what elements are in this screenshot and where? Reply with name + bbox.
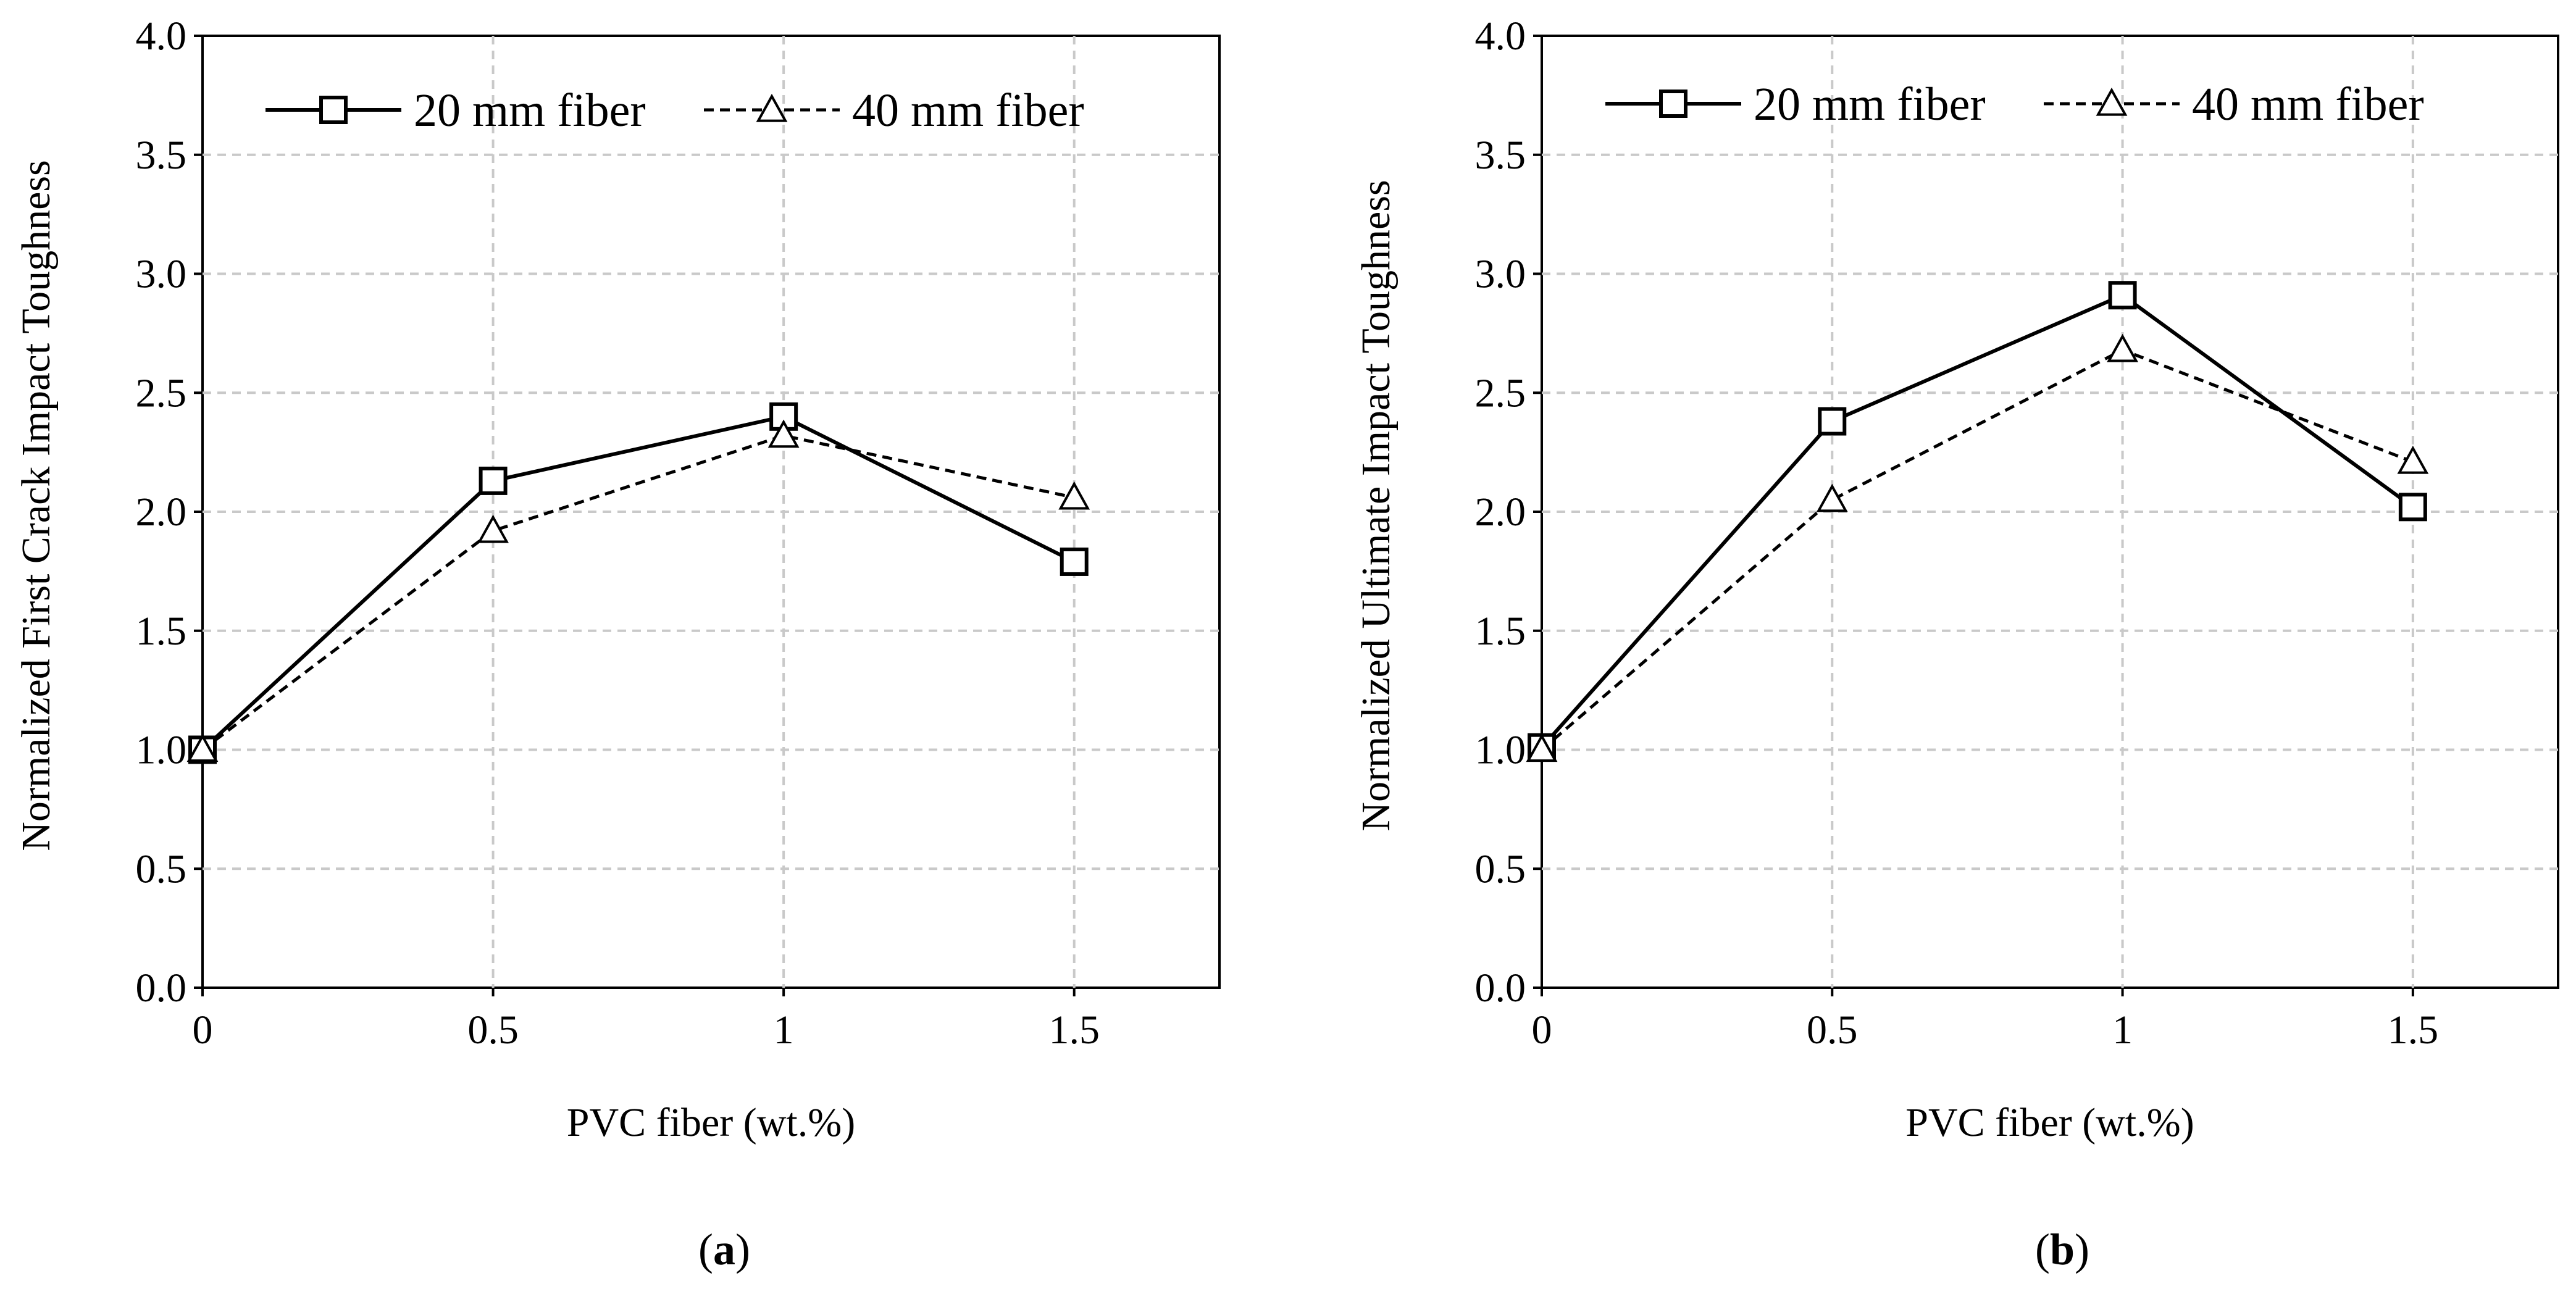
x-tick-label: 1.5 — [1048, 1007, 1100, 1053]
y-tick-label: 3.5 — [136, 133, 187, 178]
legend-marker — [319, 96, 348, 124]
series-line-20mm — [1540, 293, 2414, 749]
x-axis-title: PVC fiber (wt.%) — [567, 1100, 855, 1145]
legend-label: 20 mm fiber — [414, 85, 646, 136]
y-tick-label: 0.0 — [136, 966, 187, 1011]
x-tick-label: 1 — [774, 1007, 794, 1053]
y-tick-label: 3.0 — [1475, 252, 1526, 297]
y-axis-title: Normalized First Crack Impact Toughness — [14, 160, 59, 851]
x-tick-label: 1.5 — [2388, 1007, 2439, 1053]
y-tick-label: 1.0 — [136, 728, 187, 773]
series-line-20mm — [201, 414, 1076, 751]
x-tick-label: 0 — [193, 1007, 213, 1053]
legend-marker — [2096, 87, 2128, 116]
x-axis-title: PVC fiber (wt.%) — [1905, 1100, 2194, 1145]
series-line-40mm — [1541, 348, 2414, 751]
legend-label: 20 mm fiber — [1754, 78, 1986, 130]
chart-a: 0.0 0.5 1.0 1.5 2.0 2.5 3.0 3.5 4.0 0 0.5 1 1.5 PVC f… — [14, 14, 1221, 1274]
legend-label: 40 mm fiber — [2192, 78, 2424, 130]
data-point-40mm — [477, 514, 509, 543]
data-point-20mm — [2108, 281, 2137, 310]
y-tick-label: 0.5 — [136, 846, 187, 891]
y-tick-label: 3.0 — [136, 252, 187, 297]
y-tick-label: 3.5 — [1475, 133, 1526, 178]
y-tick-label: 1.0 — [1475, 728, 1526, 773]
y-tick-label: 2.0 — [1475, 490, 1526, 535]
legend-marker — [1659, 90, 1687, 118]
y-tick-label: 2.5 — [1475, 370, 1526, 415]
data-point-40mm — [1058, 481, 1090, 510]
caption-open: ( — [698, 1225, 713, 1274]
y-tick-label: 1.5 — [1475, 609, 1526, 654]
legend: 20 mm fiber 40 mm fiber — [266, 85, 1084, 136]
y-tick-label: 0.5 — [1475, 846, 1526, 891]
legend: 20 mm fiber 40 mm fiber — [1605, 78, 2424, 130]
chart-b: 0.0 0.5 1.0 1.5 2.0 2.5 3.0 3.5 4.0 0 0.5 1 1.5 PVC f… — [1353, 14, 2559, 1274]
caption-close: ) — [735, 1225, 750, 1274]
y-tick-label: 4.0 — [1475, 14, 1526, 59]
caption-letter: b — [2050, 1225, 2075, 1274]
panel-caption: (a) — [698, 1225, 750, 1274]
y-axis-title: Normalized Ultimate Impact Toughness — [1353, 180, 1399, 831]
data-point-40mm — [1816, 483, 1848, 512]
data-point-40mm — [767, 419, 800, 448]
series-line-40mm — [201, 434, 1075, 751]
caption-close: ) — [2075, 1225, 2089, 1274]
data-point-40mm — [2397, 445, 2429, 474]
y-tick-label: 1.5 — [136, 609, 187, 654]
y-tick-label: 2.0 — [136, 490, 187, 535]
x-tick-label: 1 — [2112, 1007, 2133, 1053]
x-tick-label: 0 — [1532, 1007, 1552, 1053]
data-point-20mm — [1060, 547, 1089, 576]
data-point-20mm — [479, 466, 508, 495]
y-tick-label: 4.0 — [136, 14, 187, 59]
caption-letter: a — [713, 1225, 735, 1274]
data-point-40mm — [2107, 333, 2138, 362]
x-tick-label: 0.5 — [1807, 1007, 1858, 1053]
x-tick-label: 0.5 — [467, 1007, 519, 1053]
legend-label: 40 mm fiber — [852, 85, 1084, 136]
data-point-20mm — [1818, 407, 1847, 436]
data-point-20mm — [2398, 493, 2427, 522]
caption-open: ( — [2035, 1225, 2050, 1274]
y-tick-label: 2.5 — [136, 370, 187, 415]
data-point-40mm — [1526, 733, 1558, 762]
y-tick-label: 0.0 — [1475, 966, 1526, 1011]
data-point-40mm — [186, 733, 219, 762]
legend-marker — [756, 93, 788, 122]
panel-caption: (b) — [2035, 1225, 2089, 1274]
